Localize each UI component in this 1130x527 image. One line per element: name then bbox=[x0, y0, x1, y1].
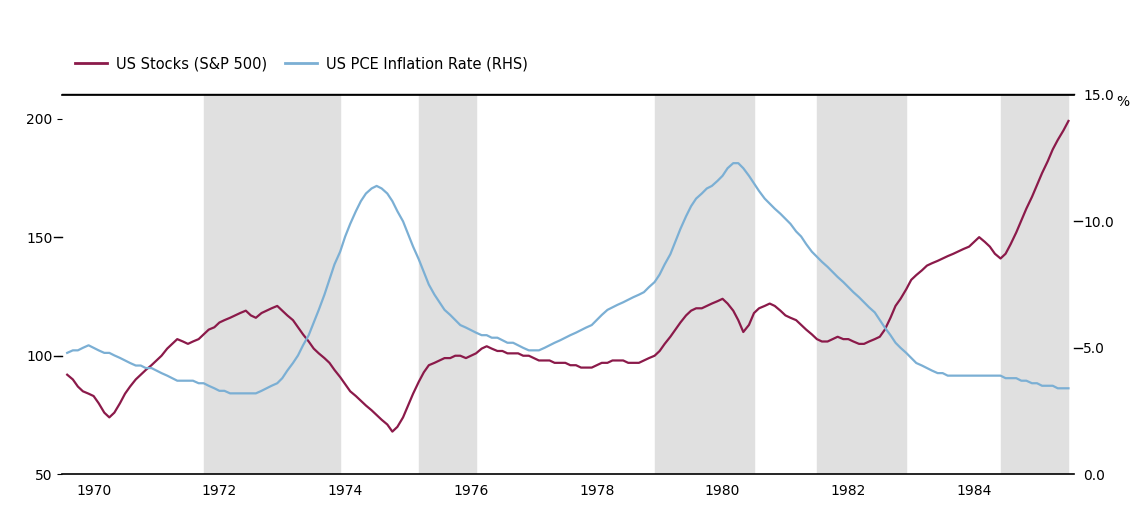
Bar bbox=[419, 95, 476, 474]
Legend: US Stocks (S&P 500), US PCE Inflation Rate (RHS): US Stocks (S&P 500), US PCE Inflation Ra… bbox=[69, 51, 533, 77]
Bar bbox=[1000, 95, 1069, 474]
Bar bbox=[203, 95, 340, 474]
Text: %: % bbox=[1116, 95, 1129, 109]
Bar bbox=[817, 95, 906, 474]
Bar bbox=[654, 95, 754, 474]
